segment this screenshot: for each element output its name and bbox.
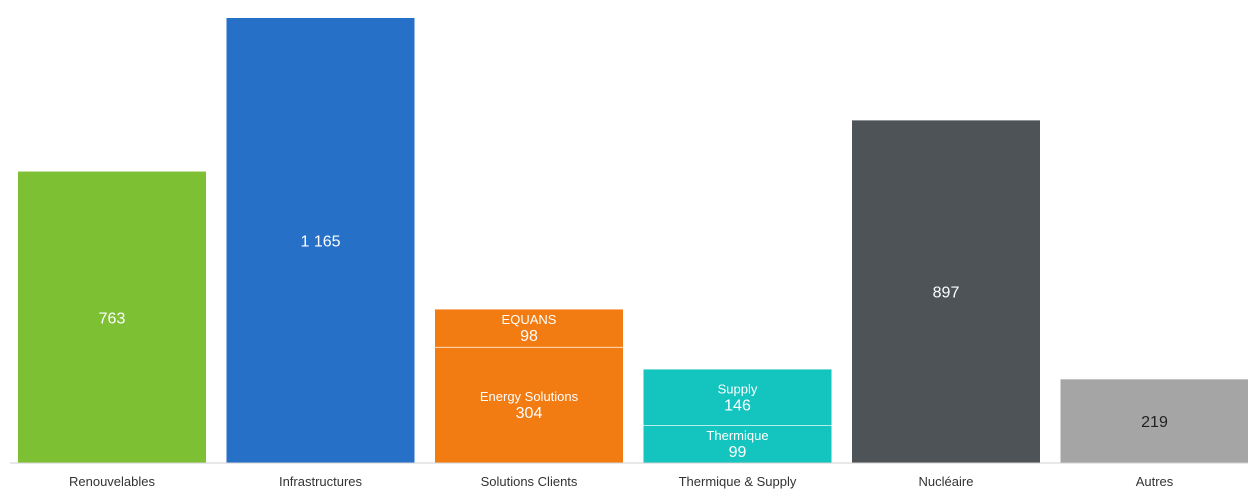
bar-autres	[1060, 379, 1248, 463]
x-tick-label-thermique-supply: Thermique & Supply	[679, 474, 797, 489]
data-label-thermique: 99	[729, 444, 747, 461]
bar-infrastructures	[226, 18, 415, 463]
data-label-supply: 146	[724, 397, 751, 414]
data-label-energy-solutions: 304	[516, 405, 543, 422]
bar-nucleaire	[852, 120, 1040, 463]
segment-label-supply: Supply	[718, 381, 758, 396]
x-tick-label-renouvelables: Renouvelables	[69, 474, 156, 489]
x-tick-label-infrastructures: Infrastructures	[279, 474, 363, 489]
bar-thermique-supply-thermique	[643, 425, 832, 463]
segment-label-thermique: Thermique	[706, 428, 768, 443]
bar-renouvelables	[18, 171, 206, 463]
data-label-equans: 98	[520, 328, 538, 345]
data-label-renouvelables: 763	[99, 310, 126, 327]
bar-thermique-supply-supply	[643, 369, 832, 426]
x-tick-label-autres: Autres	[1136, 474, 1174, 489]
category-labels: Renouvelables Infrastructures Solutions Cl…	[69, 474, 1174, 489]
data-label-autres: 219	[1141, 414, 1168, 431]
bar-solutions-clients-energy-solutions	[435, 346, 623, 463]
segment-label-energy-solutions: Energy Solutions	[480, 389, 579, 404]
data-label-infrastructures: 1 165	[300, 234, 340, 251]
bar-solutions-clients-equans	[435, 309, 623, 347]
x-tick-label-solutions-clients: Solutions Clients	[481, 474, 578, 489]
x-tick-label-nucleaire: Nucléaire	[919, 474, 974, 489]
segment-label-equans: EQUANS	[502, 312, 557, 327]
data-label-nucleaire: 897	[933, 285, 960, 302]
